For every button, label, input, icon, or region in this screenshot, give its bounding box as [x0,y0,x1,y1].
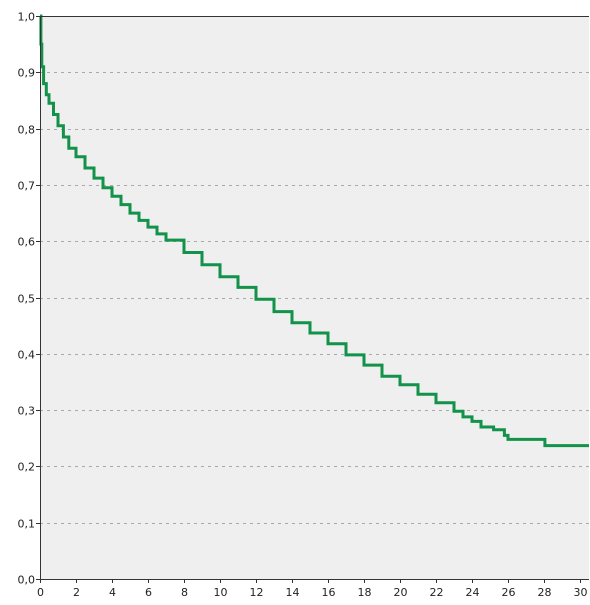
y-tick-label-5: 0,5 [18,293,36,306]
y-tick-label-8: 0,8 [18,124,36,137]
x-tick-label-3: 6 [145,586,152,599]
x-tick-label-14: 28 [538,586,552,599]
x-tick-label-12: 24 [466,586,480,599]
x-tick-label-13: 26 [502,586,516,599]
x-tick-label-10: 20 [394,586,408,599]
y-tick-label-1: 0,1 [18,518,36,531]
survival-curve-0 [39,14,589,448]
x-tick-label-4: 8 [181,586,188,599]
y-tick-label-7: 0,7 [18,180,36,193]
y-tick-label-4: 0,4 [18,349,36,362]
x-tick-label-11: 22 [430,586,444,599]
x-tick-label-1: 2 [73,586,80,599]
x-tick-label-9: 18 [358,586,372,599]
x-tick-label-15: 30 [574,586,588,599]
y-tick-label-3: 0,3 [18,405,36,418]
y-tick-label-10: 1,0 [18,11,36,24]
y-axis-ticks: 0,0 0,1 0,2 0,3 0,4 0,5 0,6 0,7 0,8 0,9 1,0 [18,11,40,587]
x-tick-label-2: 4 [109,586,116,599]
x-axis-ticks: 0 2 4 6 8 10 12 14 16 18 20 22 24 26 28 30 [37,579,588,599]
y-tick-label-0: 0,0 [18,574,36,587]
axes [40,16,589,580]
plot-background [40,16,589,579]
x-tick-label-5: 10 [214,586,228,599]
series-layer [39,14,589,448]
x-tick-label-7: 14 [286,586,300,599]
x-tick-label-0: 0 [37,586,44,599]
y-tick-label-6: 0,6 [18,236,36,249]
y-tick-label-2: 0,2 [18,461,36,474]
x-tick-label-6: 12 [250,586,264,599]
y-tick-label-9: 0,9 [18,67,36,80]
x-tick-label-8: 16 [322,586,336,599]
